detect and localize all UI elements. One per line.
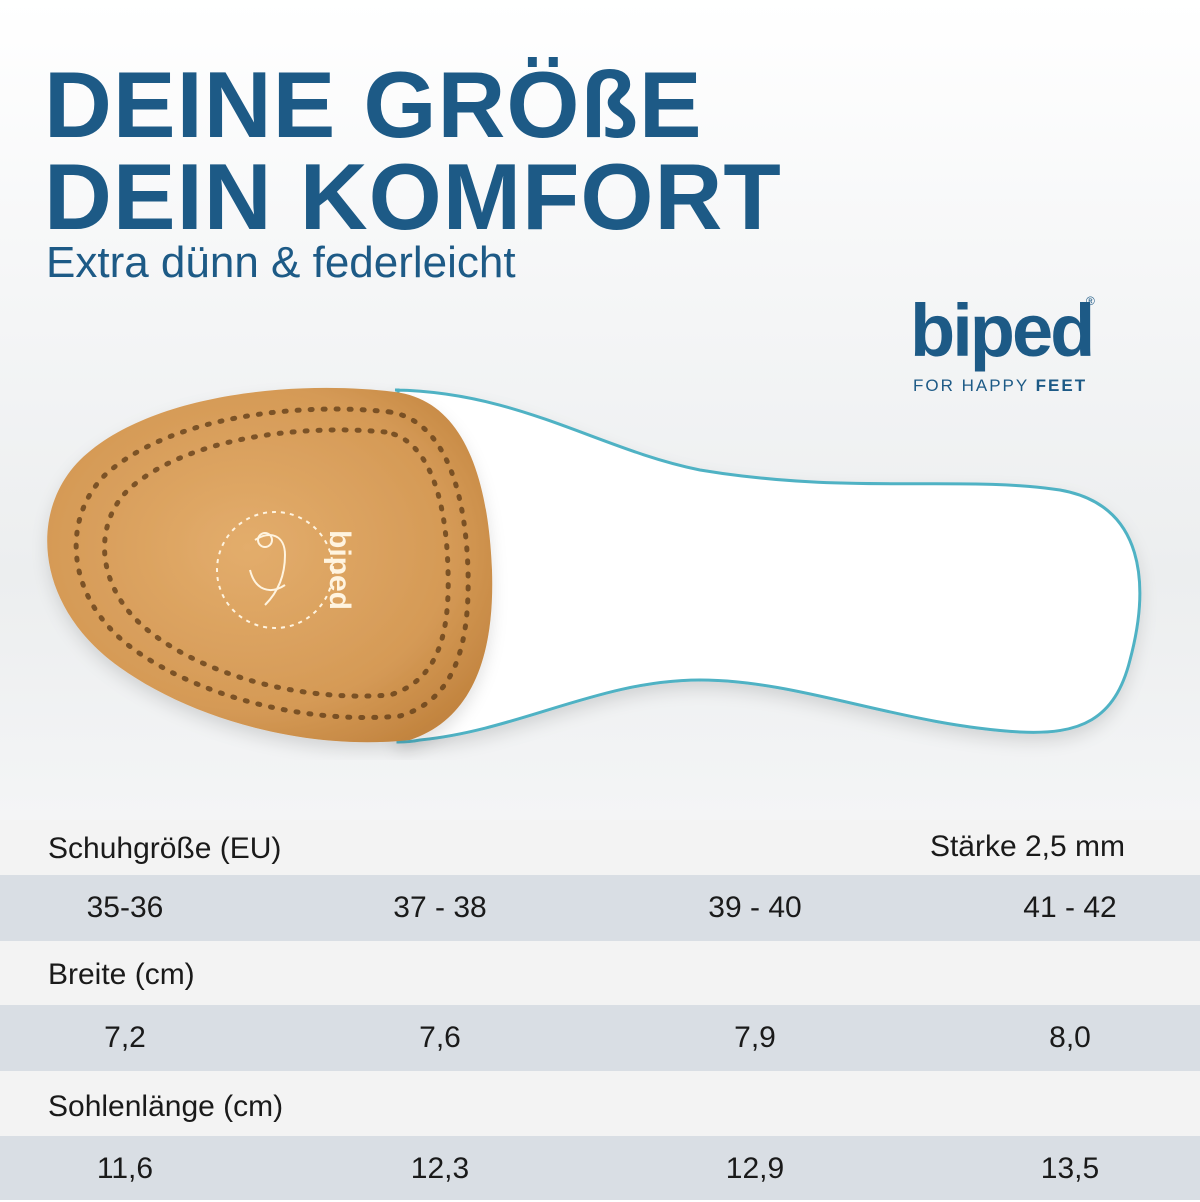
- shoe-size-value: 41 - 42: [1023, 891, 1117, 924]
- sole-length-value: 13,5: [1040, 1152, 1100, 1185]
- width-value: 7,6: [419, 1021, 461, 1054]
- sole-length-row: 11,6 12,3 12,9 13,5: [0, 1136, 1200, 1200]
- brand-tagline-prefix: FOR HAPPY: [913, 376, 1036, 395]
- leather-imprint-brand: biped: [323, 530, 356, 610]
- full-insole-outline: [394, 388, 1142, 744]
- brand-logo: biped ® FOR HAPPY FEET: [910, 289, 1110, 400]
- leather-imprint-emblem: [216, 511, 334, 629]
- leather-forefoot-pad: [47, 387, 493, 743]
- width-value: 8,0: [1049, 1021, 1091, 1054]
- subheadline: Extra dünn & federleicht: [46, 238, 516, 287]
- sole-length-value: 12,3: [410, 1152, 470, 1185]
- brand-tagline: FOR HAPPY FEET: [913, 376, 1087, 396]
- width-row: 7,2 7,6 7,9 8,0: [0, 1005, 1200, 1071]
- perforation-ring-outer: [73, 406, 471, 721]
- brand-logo-wordmark: biped: [910, 289, 1095, 372]
- sole-length-value: 11,6: [96, 1152, 154, 1185]
- sole-length-label: Sohlenlänge (cm): [48, 1090, 284, 1123]
- width-value: 7,9: [734, 1021, 776, 1054]
- insole-product-image: biped: [47, 387, 1142, 744]
- shoe-size-label: Schuhgröße (EU): [48, 832, 282, 865]
- perforation-ring-inner: [102, 427, 451, 699]
- brand-tagline-bold: FEET: [1035, 376, 1088, 395]
- shoe-size-value: 39 - 40: [708, 891, 802, 924]
- headline-line-1: DEINE GRÖßE: [44, 52, 703, 157]
- shoe-size-row: 35-36 37 - 38 39 - 40 41 - 42: [0, 875, 1200, 941]
- width-label: Breite (cm): [48, 958, 195, 991]
- width-value: 7,2: [104, 1021, 146, 1054]
- thickness-label: Stärke 2,5 mm: [929, 830, 1125, 863]
- shoe-size-value: 35-36: [86, 891, 164, 924]
- sole-length-value: 12,9: [725, 1152, 785, 1185]
- registered-mark: ®: [1086, 294, 1095, 308]
- headline-line-2: DEIN KOMFORT: [44, 144, 782, 249]
- shoe-size-value: 37 - 38: [393, 891, 487, 924]
